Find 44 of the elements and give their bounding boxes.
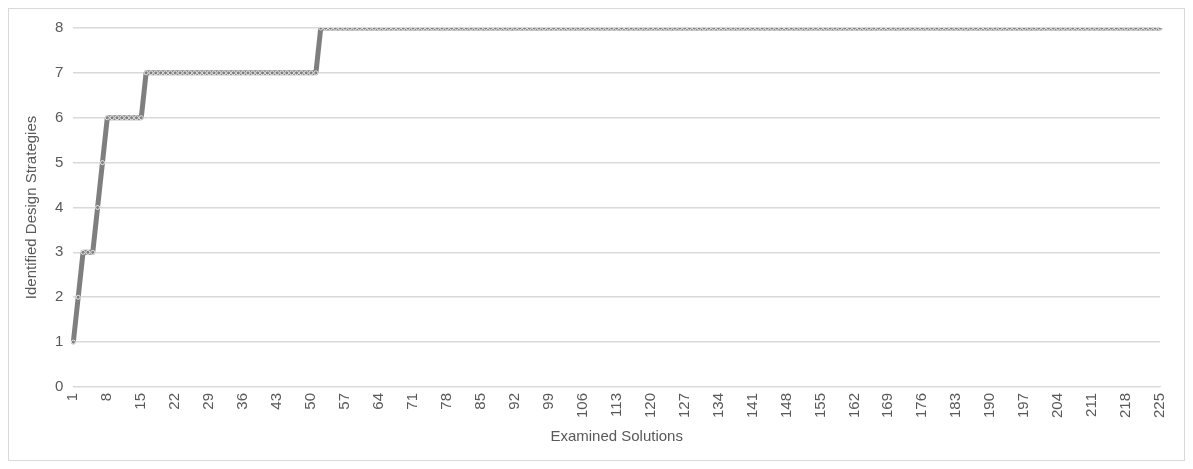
x-tick-label: 15	[131, 392, 149, 410]
x-tick-label: 225	[1150, 392, 1168, 418]
y-tick-label: 8	[55, 18, 64, 36]
x-tick-label: 176	[912, 392, 930, 418]
x-tick-label: 190	[980, 392, 998, 418]
x-tick-label: 127	[674, 392, 692, 418]
x-tick-label: 148	[776, 392, 794, 418]
x-tick-label: 78	[437, 392, 455, 410]
y-tick-label: 6	[55, 107, 64, 125]
x-tick-label: 92	[504, 392, 522, 410]
y-tick-label: 4	[55, 197, 64, 215]
y-tick-label: 5	[55, 152, 64, 170]
x-tick-label: 1	[63, 392, 81, 402]
x-tick-label: 162	[844, 392, 862, 418]
x-tick-label: 134	[708, 392, 726, 418]
x-tick-label: 155	[810, 392, 828, 418]
x-tick-label: 85	[470, 392, 488, 410]
x-axis-title: Examined Solutions	[550, 427, 683, 445]
x-tick-label: 22	[165, 392, 183, 410]
x-tick-label: 29	[199, 392, 217, 410]
y-tick-label: 3	[55, 242, 64, 260]
x-tick-label: 8	[97, 392, 115, 402]
x-tick-label: 211	[1082, 392, 1100, 417]
x-tick-label: 71	[403, 392, 421, 410]
x-tick-label: 36	[233, 392, 251, 410]
y-axis-title: Identified Design Strategies	[22, 115, 40, 300]
x-tick-label: 204	[1048, 392, 1066, 418]
y-tick-label: 2	[55, 287, 64, 305]
y-tick-label: 7	[55, 63, 64, 81]
y-tick-label: 0	[55, 377, 64, 395]
x-tick-label: 57	[335, 392, 353, 410]
x-tick-label: 99	[538, 392, 556, 410]
x-tick-label: 106	[572, 392, 590, 418]
x-tick-label: 197	[1014, 392, 1032, 418]
y-tick-label: 1	[55, 332, 64, 350]
x-tick-label: 218	[1116, 392, 1134, 418]
x-tick-label: 64	[369, 392, 387, 410]
x-tick-label: 43	[267, 392, 285, 410]
x-tick-label: 141	[742, 392, 760, 418]
x-tick-label: 169	[878, 392, 896, 418]
x-tick-label: 113	[606, 392, 624, 417]
x-tick-label: 120	[640, 392, 658, 418]
x-tick-label: 183	[946, 392, 964, 418]
x-tick-label: 50	[301, 392, 319, 410]
